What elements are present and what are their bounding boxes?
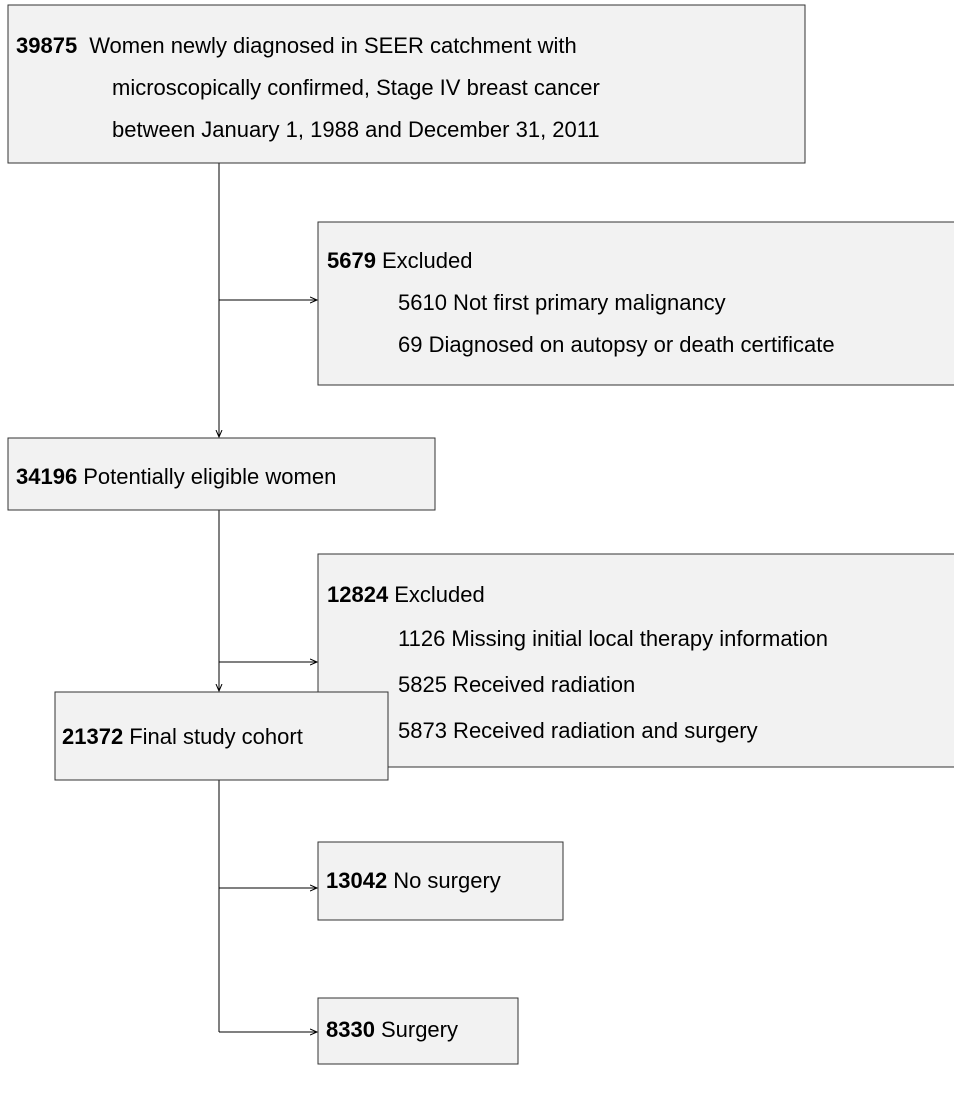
item: 5610 Not first primary malignancy: [398, 290, 726, 315]
count: 13042: [326, 868, 387, 893]
box: [54, 691, 389, 781]
box-text: 5679 Excluded: [327, 248, 472, 273]
label: Surgery: [381, 1017, 458, 1042]
label: Excluded: [382, 248, 473, 273]
box-text: 34196 Potentially eligible women: [16, 464, 336, 489]
box: [7, 4, 806, 164]
count: 34196: [16, 464, 77, 489]
label: No surgery: [393, 868, 501, 893]
box-text: 39875 Women newly diagnosed in SEER catch…: [16, 33, 577, 58]
box-text: 13042 No surgery: [326, 868, 501, 893]
item: 1126 Missing initial local therapy infor…: [398, 626, 828, 651]
box: [317, 997, 519, 1065]
label: Excluded: [394, 582, 485, 607]
label: Potentially eligible women: [83, 464, 336, 489]
box: [317, 553, 954, 768]
box: [317, 841, 564, 921]
count: 12824: [327, 582, 389, 607]
box: [7, 437, 436, 511]
count: 5679: [327, 248, 376, 273]
box-text: 12824 Excluded: [327, 582, 485, 607]
label: Women newly diagnosed in SEER catchment …: [89, 33, 577, 58]
count: 39875: [16, 33, 77, 58]
count: 21372: [62, 724, 123, 749]
box-text: 8330 Surgery: [326, 1017, 458, 1042]
label: Final study cohort: [129, 724, 303, 749]
item: 5825 Received radiation: [398, 672, 635, 697]
count: 8330: [326, 1017, 375, 1042]
box-text: between January 1, 1988 and December 31,…: [112, 117, 600, 142]
box: [317, 221, 954, 386]
box-text: 21372 Final study cohort: [62, 724, 303, 749]
item: 69 Diagnosed on autopsy or death certifi…: [398, 332, 835, 357]
box-text: microscopically confirmed, Stage IV brea…: [112, 75, 600, 100]
item: 5873 Received radiation and surgery: [398, 718, 758, 743]
